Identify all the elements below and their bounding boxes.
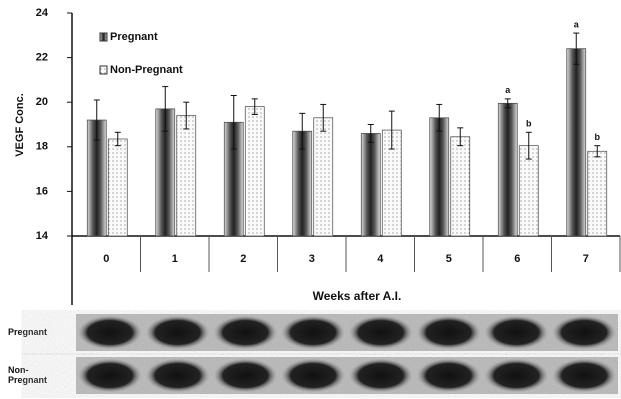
bar bbox=[361, 133, 380, 236]
legend-label: Non-Pregnant bbox=[110, 64, 183, 76]
x-tick-label: 4 bbox=[377, 253, 384, 265]
blot-band bbox=[349, 359, 413, 393]
y-tick-label: 20 bbox=[36, 96, 48, 108]
y-tick-label: 24 bbox=[36, 7, 49, 19]
bar bbox=[430, 118, 449, 236]
blot-row-label: Pregnant bbox=[8, 375, 47, 385]
blot-band bbox=[213, 316, 277, 350]
blot-band bbox=[281, 316, 345, 350]
bar bbox=[177, 116, 196, 236]
significance-letter: a bbox=[574, 19, 580, 29]
x-tick-label: 7 bbox=[583, 253, 589, 265]
y-axis-label: VEGF Conc. bbox=[14, 93, 26, 157]
blot-band bbox=[78, 316, 142, 350]
bar bbox=[498, 103, 517, 236]
bar bbox=[108, 139, 127, 236]
blot-band bbox=[213, 359, 277, 393]
legend-swatch bbox=[100, 33, 107, 41]
x-tick-label: 0 bbox=[103, 253, 109, 265]
blot-band bbox=[417, 316, 481, 350]
blot-band bbox=[484, 359, 548, 393]
y-tick-label: 18 bbox=[36, 141, 48, 153]
blot-row-label: Non- bbox=[8, 365, 29, 375]
blot-band bbox=[552, 316, 616, 350]
blot-band bbox=[281, 359, 345, 393]
x-tick-label: 2 bbox=[240, 253, 246, 265]
blot-band bbox=[146, 359, 210, 393]
bar bbox=[567, 49, 586, 236]
x-tick-label: 3 bbox=[309, 253, 315, 265]
bar bbox=[451, 137, 470, 236]
significance-letter: b bbox=[526, 119, 532, 129]
blot-band bbox=[78, 359, 142, 393]
y-tick-label: 16 bbox=[36, 185, 48, 197]
blot-band bbox=[417, 359, 481, 393]
blot-row-label: Pregnant bbox=[8, 327, 47, 337]
x-tick-label: 5 bbox=[446, 253, 452, 265]
y-tick-label: 14 bbox=[36, 230, 49, 242]
bar bbox=[588, 151, 607, 236]
bar bbox=[245, 107, 264, 236]
blot-band bbox=[349, 316, 413, 350]
x-tick-label: 6 bbox=[514, 253, 520, 265]
bar bbox=[314, 118, 333, 236]
significance-letter: b bbox=[595, 132, 601, 142]
blot-band bbox=[146, 316, 210, 350]
blot-band bbox=[484, 316, 548, 350]
legend-label: Pregnant bbox=[110, 31, 158, 43]
legend-swatch bbox=[100, 66, 107, 74]
x-axis-label: Weeks after A.I. bbox=[313, 289, 402, 303]
blot-band bbox=[552, 359, 616, 393]
y-tick-label: 22 bbox=[36, 52, 48, 64]
figure: VEGF Conc. Weeks after A.I. 141618202224… bbox=[0, 0, 621, 399]
significance-letter: a bbox=[505, 85, 511, 95]
x-tick-label: 1 bbox=[172, 253, 178, 265]
